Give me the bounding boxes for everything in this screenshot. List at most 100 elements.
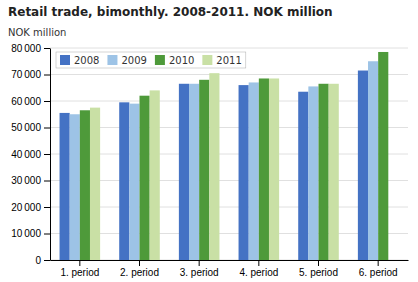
- legend-swatch: [155, 55, 165, 65]
- x-tick: 6. period: [359, 260, 398, 278]
- x-tick-mark: [79, 260, 80, 266]
- y-tick-label: 70 000: [11, 69, 41, 80]
- legend-label: 2008: [74, 55, 99, 66]
- bar: [179, 84, 189, 260]
- x-tick-mark: [139, 260, 140, 266]
- y-tick-label: 50 000: [11, 122, 41, 133]
- x-tick-label: 6. period: [359, 267, 398, 278]
- y-tick-mark: [44, 181, 50, 182]
- y-axis: 0 10 000 20 000 30 000 40 000 50 000 60 000 70 …: [11, 43, 50, 266]
- bar: [378, 52, 388, 260]
- y-tick-label: 10 000: [11, 228, 41, 239]
- grid-line: [50, 154, 408, 155]
- chart: Retail trade, bimonthly. 2008-2011. NOK …: [0, 0, 418, 282]
- bars: [60, 52, 389, 260]
- bar: [329, 84, 339, 260]
- y-axis-line: [50, 49, 51, 261]
- legend-swatch: [60, 55, 70, 65]
- legend-item: 2008: [60, 55, 99, 66]
- x-tick: 2. period: [120, 260, 159, 278]
- x-tick-label: 2. period: [120, 267, 159, 278]
- x-tick-label: 5. period: [299, 267, 338, 278]
- bar-series: [80, 52, 388, 260]
- y-tick-mark: [44, 75, 50, 76]
- plot-area: 0 10 000 20 000 30 000 40 000 50 000 60 000 70 …: [11, 43, 408, 278]
- grid-line: [50, 101, 408, 102]
- y-tick: 40 000: [11, 149, 50, 160]
- x-tick: 5. period: [299, 260, 338, 278]
- grid-line: [50, 74, 408, 75]
- bar: [150, 90, 160, 260]
- y-tick-mark: [44, 128, 50, 129]
- x-tick: 1. period: [60, 260, 99, 278]
- y-tick-label: 30 000: [11, 175, 41, 186]
- bar: [199, 80, 209, 260]
- bar: [119, 102, 129, 260]
- legend-swatch: [107, 55, 117, 65]
- x-tick-mark: [258, 260, 259, 266]
- bar: [140, 96, 150, 260]
- bar-series: [90, 73, 339, 260]
- bar: [189, 84, 199, 260]
- y-tick: 50 000: [11, 122, 50, 133]
- x-tick-mark: [378, 260, 379, 266]
- bar: [239, 85, 249, 260]
- y-tick: 0: [35, 255, 50, 266]
- grid-line: [50, 260, 408, 261]
- grid-line: [50, 48, 408, 49]
- y-tick-label: 0: [35, 255, 41, 266]
- y-tick: 80 000: [11, 43, 50, 54]
- legend-item: 2010: [155, 55, 194, 66]
- y-tick: 60 000: [11, 96, 50, 107]
- y-tick-mark: [44, 260, 50, 261]
- grid-line: [50, 207, 408, 208]
- legend-item: 2011: [202, 55, 241, 66]
- bar: [298, 92, 308, 260]
- x-tick-label: 4. period: [239, 267, 278, 278]
- bar: [90, 108, 100, 260]
- y-tick-mark: [44, 101, 50, 102]
- x-tick-mark: [199, 260, 200, 266]
- grid: [50, 48, 408, 260]
- y-tick-label: 20 000: [11, 202, 41, 213]
- bar: [249, 82, 259, 260]
- legend-box: [56, 52, 246, 68]
- legend-label: 2010: [169, 55, 194, 66]
- y-tick: 20 000: [11, 202, 50, 213]
- bar: [308, 86, 318, 260]
- y-tick: 30 000: [11, 175, 50, 186]
- y-tick-mark: [44, 207, 50, 208]
- y-tick-label: 80 000: [11, 43, 41, 54]
- y-tick-mark: [44, 154, 50, 155]
- grid-line: [50, 127, 408, 128]
- y-axis-label: NOK million: [8, 27, 66, 38]
- bar: [129, 104, 139, 260]
- x-axis-line: [51, 260, 409, 261]
- y-tick-mark: [44, 234, 50, 235]
- bar: [60, 113, 70, 260]
- y-tick: 10 000: [11, 228, 50, 239]
- x-tick-mark: [318, 260, 319, 266]
- legend-swatch: [202, 55, 212, 65]
- bar: [209, 73, 219, 260]
- grid-line: [50, 180, 408, 181]
- title: Retail trade, bimonthly. 2008-2011. NOK …: [8, 5, 333, 19]
- grid-line: [50, 233, 408, 234]
- bar: [368, 61, 378, 260]
- y-tick-mark: [44, 48, 50, 49]
- x-axis: 1. period 2. period 3. period 4. period 5. p…: [51, 260, 409, 278]
- bar: [80, 110, 90, 260]
- y-tick: 70 000: [11, 69, 50, 80]
- legend-label: 2011: [216, 55, 241, 66]
- x-tick: 3. period: [180, 260, 219, 278]
- legend-label: 2009: [121, 55, 146, 66]
- y-tick-label: 40 000: [11, 149, 41, 160]
- bar: [358, 71, 368, 260]
- bar: [269, 78, 279, 260]
- y-tick-label: 60 000: [11, 96, 41, 107]
- x-tick-label: 3. period: [180, 267, 219, 278]
- x-tick-label: 1. period: [60, 267, 99, 278]
- bar: [70, 114, 80, 260]
- legend: 2008 2009 2010 2011: [56, 52, 246, 68]
- legend-item: 2009: [107, 55, 146, 66]
